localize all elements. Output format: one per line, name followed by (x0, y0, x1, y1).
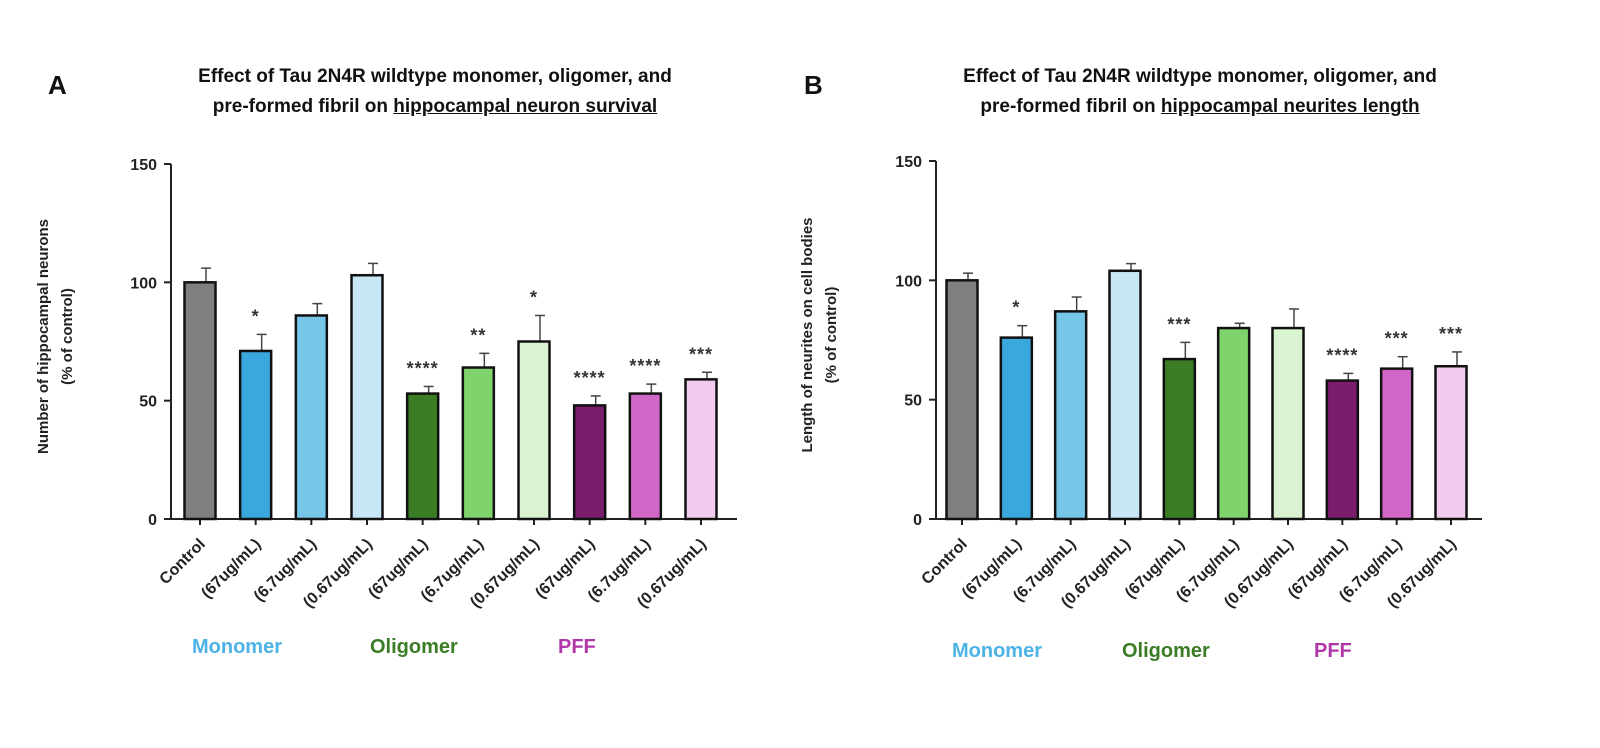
title-line-2-underlined: hippocampal neuron survival (393, 96, 658, 117)
bar (572, 404, 607, 521)
y-tick-label: 100 (130, 275, 157, 292)
title-line-2-prefix: pre-formed fibril on (212, 96, 394, 117)
bar (517, 340, 551, 521)
bar (183, 281, 217, 521)
significance-label: *** (1439, 324, 1463, 344)
significance-label: **** (407, 358, 439, 378)
bar (999, 336, 1034, 521)
y-tick-label: 150 (130, 157, 157, 174)
bar (238, 349, 273, 521)
y-axis-label-line: (% of control) (59, 288, 76, 385)
group-label-oligomer: Oligomer (370, 636, 458, 658)
bar (1053, 310, 1088, 521)
y-axis-label-line: (% of control) (823, 287, 840, 384)
bar (945, 279, 979, 521)
y-tick-label: 0 (148, 512, 157, 529)
group-label-monomer: Monomer (952, 640, 1042, 662)
x-tick-label: Control (157, 536, 209, 588)
y-tick-label: 100 (895, 273, 922, 290)
significance-label: *** (689, 344, 713, 364)
bar (628, 392, 663, 521)
group-label-pff: PFF (1314, 640, 1352, 662)
group-label-oligomer: Oligomer (1122, 640, 1210, 662)
group-label-monomer: Monomer (192, 636, 282, 658)
panel-letter: A (48, 70, 67, 100)
title-line-2-underlined: hippocampal neurites length (1160, 96, 1420, 117)
bar (684, 378, 718, 521)
chart-title: Effect of Tau 2N4R wildtype monomer, oli… (900, 62, 1500, 122)
significance-label: ** (470, 325, 486, 345)
bar (1379, 367, 1414, 521)
x-tick-label: Control (919, 536, 971, 588)
bar-chart-a: 0 50 100 150 Number of hippocampal neurons (%… (35, 157, 737, 611)
group-label-pff: PFF (558, 636, 596, 658)
significance-label: *** (1385, 329, 1409, 349)
y-axis-label-line: Number of hippocampal neurons (35, 219, 52, 454)
y-tick-label: 50 (139, 394, 157, 411)
bar (1434, 365, 1468, 521)
significance-label: **** (629, 356, 661, 376)
y-tick-label: 150 (895, 154, 922, 171)
y-axis-label: Length of neurites on cell bodies (% of c… (799, 217, 840, 452)
significance-label: **** (574, 368, 606, 388)
bar (350, 273, 384, 521)
bar-chart-b: 0 50 100 150 Length of neurites on cell bodi… (799, 154, 1482, 611)
bar (1108, 269, 1142, 521)
panel-b: B Effect of Tau 2N4R wildtype monomer, o… (799, 0, 1600, 748)
chart-title: Effect of Tau 2N4R wildtype monomer, oli… (140, 62, 730, 122)
y-axis-label-line: Length of neurites on cell bodies (799, 217, 816, 452)
bar (1271, 326, 1305, 521)
bar (1162, 357, 1197, 521)
bar (405, 392, 440, 521)
bar (461, 366, 496, 521)
significance-label: *** (1167, 314, 1191, 334)
bar (1325, 379, 1360, 521)
y-tick-label: 50 (904, 393, 922, 410)
significance-label: * (1012, 298, 1020, 318)
title-line-1: Effect of Tau 2N4R wildtype monomer, oli… (198, 66, 672, 87)
significance-label: **** (1326, 345, 1358, 365)
title-line-2: pre-formed fibril on hippocampal neurite… (900, 92, 1500, 122)
panel-letter: B (804, 70, 823, 100)
title-line-2-prefix: pre-formed fibril on (980, 96, 1161, 117)
significance-label: * (530, 287, 538, 307)
bar (294, 314, 329, 521)
panel-a: A Effect of Tau 2N4R wildtype monomer, o… (35, 62, 737, 658)
y-axis-label: Number of hippocampal neurons (% of contr… (35, 219, 76, 454)
bar (1216, 326, 1251, 521)
title-line-1: Effect of Tau 2N4R wildtype monomer, oli… (963, 66, 1437, 87)
significance-label: * (252, 306, 260, 326)
y-tick-label: 0 (913, 512, 922, 529)
title-line-2: pre-formed fibril on hippocampal neuron … (140, 92, 730, 122)
